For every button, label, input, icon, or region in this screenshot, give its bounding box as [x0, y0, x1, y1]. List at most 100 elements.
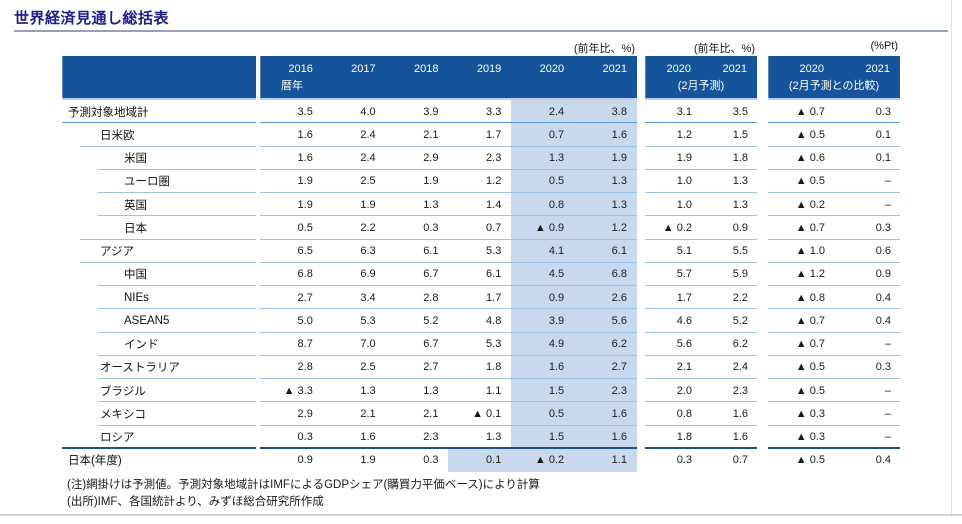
- table-row: 日米欧 1.6 2.4 2.1 1.7 0.7 1.6 1.2 1.5 ▲ 0.5 0.1: [62, 123, 900, 147]
- value-cell: ▲ 0.5: [795, 454, 825, 467]
- comparison-values: ▲ 0.7 0.3: [768, 100, 900, 124]
- value-cell: 1.2: [486, 175, 502, 188]
- value-cell: ▲ 0.1: [472, 407, 502, 420]
- value-cell: 1.6: [511, 355, 575, 379]
- value-cell: ▲ 0.2: [511, 448, 575, 472]
- value-cell: 1.8: [676, 431, 692, 444]
- calendar-values: 5.0 5.3 5.2 4.8 3.9 5.6: [260, 309, 637, 333]
- value-cell: 1.5: [511, 425, 575, 449]
- row-label: ブラジル: [100, 385, 146, 398]
- table-row: ASEAN5 5.0 5.3 5.2 4.8 3.9 5.6 4.6 5.2 ▲ 0.7 0.4: [62, 309, 900, 333]
- value-cell: 1.8: [486, 361, 502, 374]
- value-cell: 6.9: [360, 268, 376, 281]
- value-cell: 6.7: [423, 338, 439, 351]
- comparison-values: ▲ 1.0 0.6: [768, 240, 900, 264]
- comparison-values: ▲ 0.2 –: [768, 193, 900, 217]
- value-cell: 0.8: [511, 193, 575, 217]
- row-label: 日本: [124, 222, 147, 235]
- year-column-header: 2019: [476, 63, 502, 75]
- value-cell: 6.3: [360, 245, 376, 258]
- value-cell: 2.0: [676, 384, 692, 397]
- value-cell: 3.3: [486, 105, 502, 118]
- value-cell: 1.3: [486, 431, 502, 444]
- row-label-cell: メキシコ: [62, 402, 256, 426]
- row-label-cell: 日本: [62, 216, 256, 240]
- value-cell: 1.0: [676, 175, 692, 188]
- value-cell: 2.4: [511, 100, 575, 124]
- value-cell: 1.5: [511, 379, 575, 403]
- value-cell: 2.9: [297, 407, 313, 420]
- header-comp-box: 2020 2021 (2月予測との比較): [768, 56, 900, 100]
- value-cell: ▲ 0.7: [795, 105, 825, 118]
- feb-forecast-values: 1.2 1.5: [645, 123, 757, 147]
- comparison-values: ▲ 0.6 0.1: [768, 147, 900, 171]
- value-cell: 1.8: [732, 152, 748, 165]
- page-title: 世界経済見通し総括表: [14, 10, 170, 27]
- row-label: 日本(年度): [68, 455, 122, 468]
- value-cell: 0.5: [511, 402, 575, 426]
- comparison-values: ▲ 0.5 0.3: [768, 356, 900, 380]
- row-label-cell: 中国: [62, 263, 256, 287]
- year-column-header: 2018: [414, 63, 439, 75]
- header-label-box: [62, 56, 256, 100]
- value-cell: 1.9: [297, 198, 313, 211]
- value-cell: 0.6: [875, 245, 891, 258]
- year-column-header: 2016: [288, 63, 313, 75]
- calendar-values: 2.9 2.1 2.1 ▲ 0.1 0.5 1.6: [260, 402, 637, 426]
- value-cell: 1.9: [423, 175, 439, 188]
- value-cell: 0.4: [875, 314, 891, 327]
- value-cell: 5.2: [423, 314, 439, 327]
- row-label-cell: NIEs: [62, 286, 256, 310]
- comparison-values: ▲ 1.2 0.9: [768, 263, 900, 287]
- value-cell: 1.3: [423, 198, 439, 211]
- value-cell: 0.7: [486, 221, 502, 234]
- value-cell: 2.7: [297, 291, 313, 304]
- table-row: 中国 6.8 6.9 6.7 6.1 4.5 6.8 5.7 5.9 ▲ 1.2 0.9: [62, 262, 900, 287]
- value-cell: 0.7: [511, 123, 575, 147]
- value-cell: 2.6: [574, 286, 637, 310]
- value-cell: 0.8: [676, 407, 692, 420]
- unit-spacer: [62, 40, 256, 56]
- comparison-values: ▲ 0.7 0.3: [768, 216, 900, 240]
- value-cell: 2.1: [423, 407, 439, 420]
- value-cell: 4.6: [676, 314, 692, 327]
- row-label-cell: 米国: [62, 147, 256, 171]
- year-column-header: 2020: [799, 63, 824, 75]
- value-cell: 1.9: [360, 198, 376, 211]
- value-cell: 2.3: [486, 152, 502, 165]
- row-label: 英国: [124, 199, 147, 212]
- row-label-cell: アジア: [62, 240, 256, 264]
- value-cell: 3.5: [297, 105, 313, 118]
- comparison-values: ▲ 0.3 –: [768, 426, 900, 450]
- calendar-values: ▲ 3.3 1.3 1.3 1.1 1.5 2.3: [260, 379, 637, 403]
- value-cell: 1.7: [486, 291, 502, 304]
- value-cell: 8.7: [297, 338, 313, 351]
- row-label: アジア: [100, 246, 135, 259]
- value-cell: 1.1: [574, 448, 637, 472]
- table-row: アジア 6.5 6.3 6.1 5.3 4.1 6.1 5.1 5.5 ▲ 1.0 0.6: [62, 239, 900, 264]
- feb-forecast-values: 1.8 1.6: [645, 426, 757, 450]
- comparison-values: ▲ 0.3 –: [768, 402, 900, 426]
- value-cell: 5.5: [732, 245, 748, 258]
- value-cell: 2.4: [732, 361, 748, 374]
- value-cell: ▲ 1.0: [795, 245, 825, 258]
- value-cell: 1.6: [574, 123, 637, 147]
- value-cell: 0.1: [875, 128, 891, 141]
- value-cell: 1.3: [423, 384, 439, 397]
- footnote-attribution: (出所)IMF、各国統計より、みずほ総合研究所作成: [67, 495, 324, 508]
- value-cell: 3.5: [732, 105, 748, 118]
- unit-label-feb: (前年比、%): [693, 43, 755, 55]
- value-cell: 0.9: [297, 454, 313, 467]
- table-row: 英国 1.9 1.9 1.3 1.4 0.8 1.3 1.0 1.3 ▲ 0.2–: [62, 193, 900, 217]
- calendar-values: 0.3 1.6 2.3 1.3 1.5 1.6: [260, 425, 637, 450]
- value-cell: 1.9: [574, 146, 637, 170]
- value-cell: 1.6: [732, 431, 748, 444]
- value-cell: 0.1: [875, 152, 891, 165]
- value-cell: 2.5: [360, 361, 376, 374]
- calendar-values: 1.9 1.9 1.3 1.4 0.8 1.3: [260, 193, 637, 217]
- value-cell: 5.3: [486, 245, 502, 258]
- value-cell: 3.4: [360, 291, 376, 304]
- feb-forecast-values: 2.1 2.4: [645, 356, 757, 380]
- value-cell: 1.6: [360, 431, 376, 444]
- table-header: 2016 2017 2018 2019 2020 2021 暦年 2020 2021 (2月…: [62, 56, 900, 100]
